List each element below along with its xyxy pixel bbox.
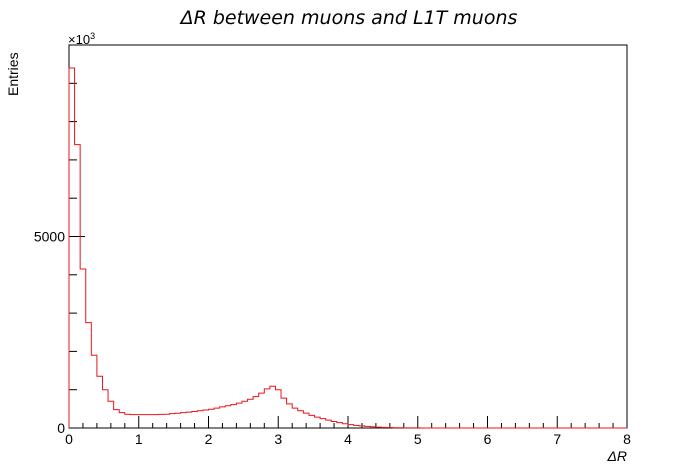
x-axis-label: ΔR (606, 448, 627, 464)
x-tick-label: 5 (414, 431, 422, 447)
axis-ticks (68, 44, 628, 429)
x-tick-label: 6 (484, 431, 492, 447)
x-tick-label: 2 (205, 431, 213, 447)
x-tick-label: 8 (623, 431, 631, 447)
histogram-series (68, 67, 627, 429)
x-tick-label: 3 (274, 431, 282, 447)
y-tick-label: 0 (57, 420, 65, 436)
y-axis-label: Entries (5, 52, 21, 96)
axis-tick-labels: 0 1 2 3 4 5 6 7 8 0 5000 (34, 229, 631, 448)
chart-title: ΔR between muons and L1T muons (179, 7, 518, 29)
x-tick-label: 7 (553, 431, 561, 447)
y-axis-multiplier: ×103 (68, 31, 95, 47)
y-tick-label: 5000 (34, 229, 65, 245)
plot-frame (68, 44, 628, 429)
x-tick-label: 0 (65, 431, 73, 447)
x-tick-label: 4 (344, 431, 352, 447)
x-tick-label: 1 (135, 431, 143, 447)
